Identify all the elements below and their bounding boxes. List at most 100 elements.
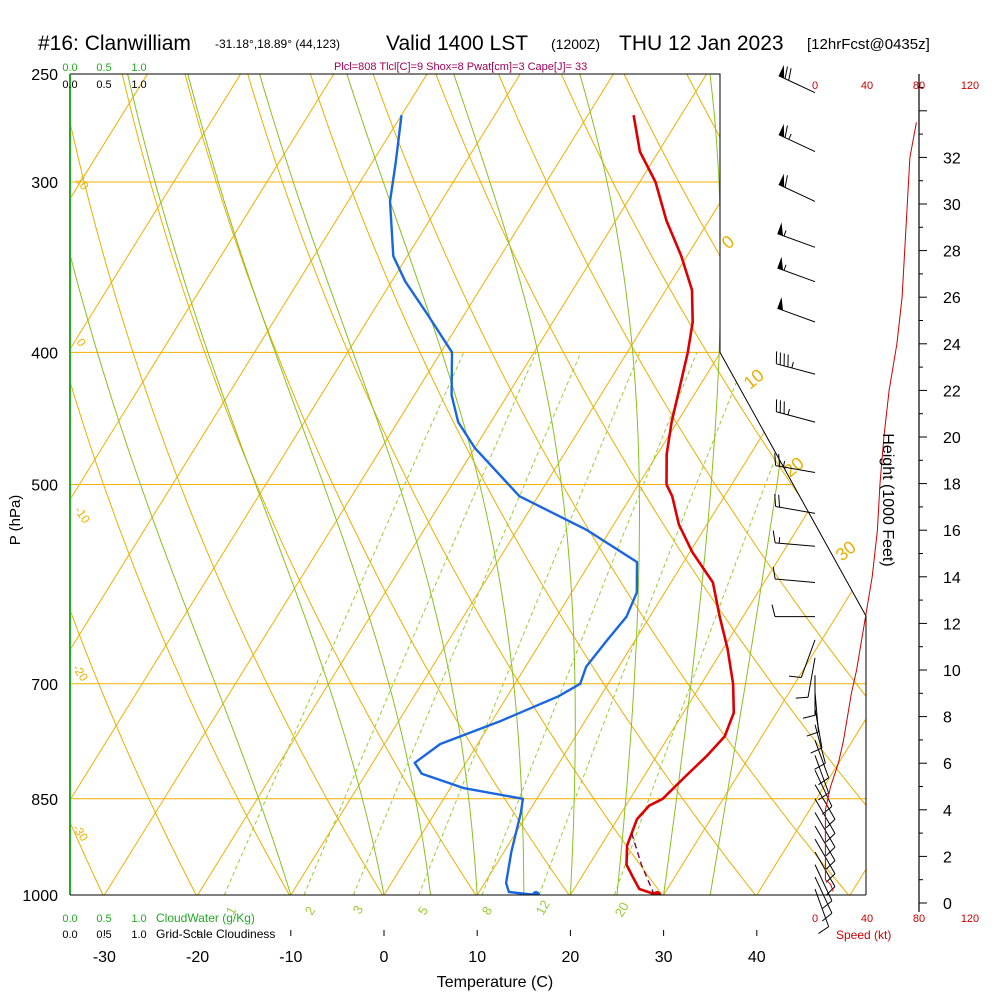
wind-barb [814,876,833,922]
mixing-ratio-line [481,352,698,895]
wind-barb-flag [778,64,785,79]
wind-barb-feather [825,818,836,829]
wind-barb [774,494,816,514]
coords-label: -31.18°,18.89° (44,123) [215,37,340,51]
moist-adiabat [70,74,292,895]
isotherm-label: -20 [70,662,92,685]
cloud-water-tick-bottom: 0.5 [96,913,111,925]
wind-barb [778,173,816,202]
wind-barb-staff [814,724,826,764]
height-tick-label: 30 [943,197,961,214]
chart-axes: -30 -20 -10 0 10 20 30 402503004005007008501000… [22,62,960,966]
mixing-ratio-line [538,352,749,895]
speed-tick-bottom: 80 [913,913,925,925]
isotherm-line [70,74,521,895]
height-tick-label: 6 [943,756,952,773]
wind-barb-feather [774,453,777,466]
height-tick-label: 32 [943,150,961,167]
dry-adiabat [923,50,1000,924]
wind-barb-feather [778,494,781,508]
wind-barb [775,399,816,423]
wind-barb-half [787,408,790,415]
moist-adiabat [259,74,478,895]
dry-adiabat [550,74,866,895]
height-tick-label: 4 [943,803,952,820]
speed-tick-top: 120 [961,80,979,92]
dry-adiabat [302,74,779,895]
wind-barb-feather [788,675,802,678]
wind-barbs [771,64,836,934]
cloudiness-tick-bottom: 0.5 [96,929,111,941]
wind-barb [772,530,816,547]
mixing-ratio-label: 20 [612,899,632,919]
pressure-tick-label: 850 [31,792,58,809]
dry-adiabat [70,74,307,895]
speed-tick-top: 80 [913,80,925,92]
wind-barb-staff [814,769,833,807]
wind-barb-feather [788,68,792,81]
wind-barb [778,64,816,94]
x-tick-label: 20 [562,949,580,966]
cloud-water-tick-top: 0.5 [96,62,111,74]
mixing-ratio-line [418,352,641,895]
wind-barb-feather [825,860,836,870]
wind-barb-feather [825,833,836,843]
x-tick-label: -30 [93,949,116,966]
dry-adiabat [488,74,866,895]
wind-barb [788,639,816,678]
isotherm-line [476,74,866,895]
cloud-water-label: CloudWater (g/Kg) [156,911,255,925]
plot-frame [69,73,867,896]
wind-barb-staff [776,363,816,375]
mixing-ratio-label: 8 [479,904,496,918]
isotherm-line [70,74,242,895]
wind-barb-staff [778,75,816,94]
moist-adiabat [453,74,576,895]
pressure-tick-label: 300 [31,175,58,192]
mixing-ratio-label: 12 [533,897,553,917]
mixing-ratio-label: 5 [415,904,432,918]
height-tick-label: 24 [943,337,961,354]
valid-label: Valid 1400 LST [386,32,528,55]
wind-barb-flag [777,297,784,311]
isotherm-line [663,74,866,895]
wind-barb [772,566,816,584]
wind-barb-staff [775,578,816,584]
wind-barb [777,256,816,283]
x-tick-label: 30 [655,949,673,966]
wind-barb-staff [777,267,816,283]
height-tick-label: 0 [943,896,952,913]
wind-barb-staff [775,542,816,547]
pressure-tick-label: 700 [31,677,58,694]
isotherm-line [197,74,708,895]
parcel-line [630,832,655,895]
wind-barb-staff [777,307,816,323]
x-axis-title: Temperature (C) [437,974,553,991]
height-tick-label: 14 [943,570,961,587]
wind-barb [814,784,836,829]
wind-barb-feather [810,747,823,754]
surface-dewpoint-dot [531,891,540,895]
wind-barb-feather [818,777,829,786]
wind-barb [771,604,815,618]
wind-barb-staff [778,134,816,153]
wind-speed-line [824,122,917,892]
wind-barb-staff [814,708,823,749]
wind-barb-staff [778,184,816,202]
wind-barb-feather [784,125,788,138]
height-tick-label: 26 [943,290,961,307]
speed-tick-top: 0 [812,80,818,92]
mixing-ratio-line [223,352,465,895]
utc-label: (1200Z) [551,36,600,52]
wind-barb [814,755,830,801]
wind-barb-feather [821,806,833,815]
dry-adiabat [70,74,118,895]
forecast-label: [12hrFcst@0435z] [807,36,930,53]
wind-barb-feather [772,566,776,580]
height-tick-label: 16 [943,523,961,540]
isotherm-label: -10 [72,504,94,527]
wind-barb-half [783,230,787,237]
cloud-water-tick-top: 0.0 [62,62,77,74]
isotherm-label: -30 [70,822,92,845]
